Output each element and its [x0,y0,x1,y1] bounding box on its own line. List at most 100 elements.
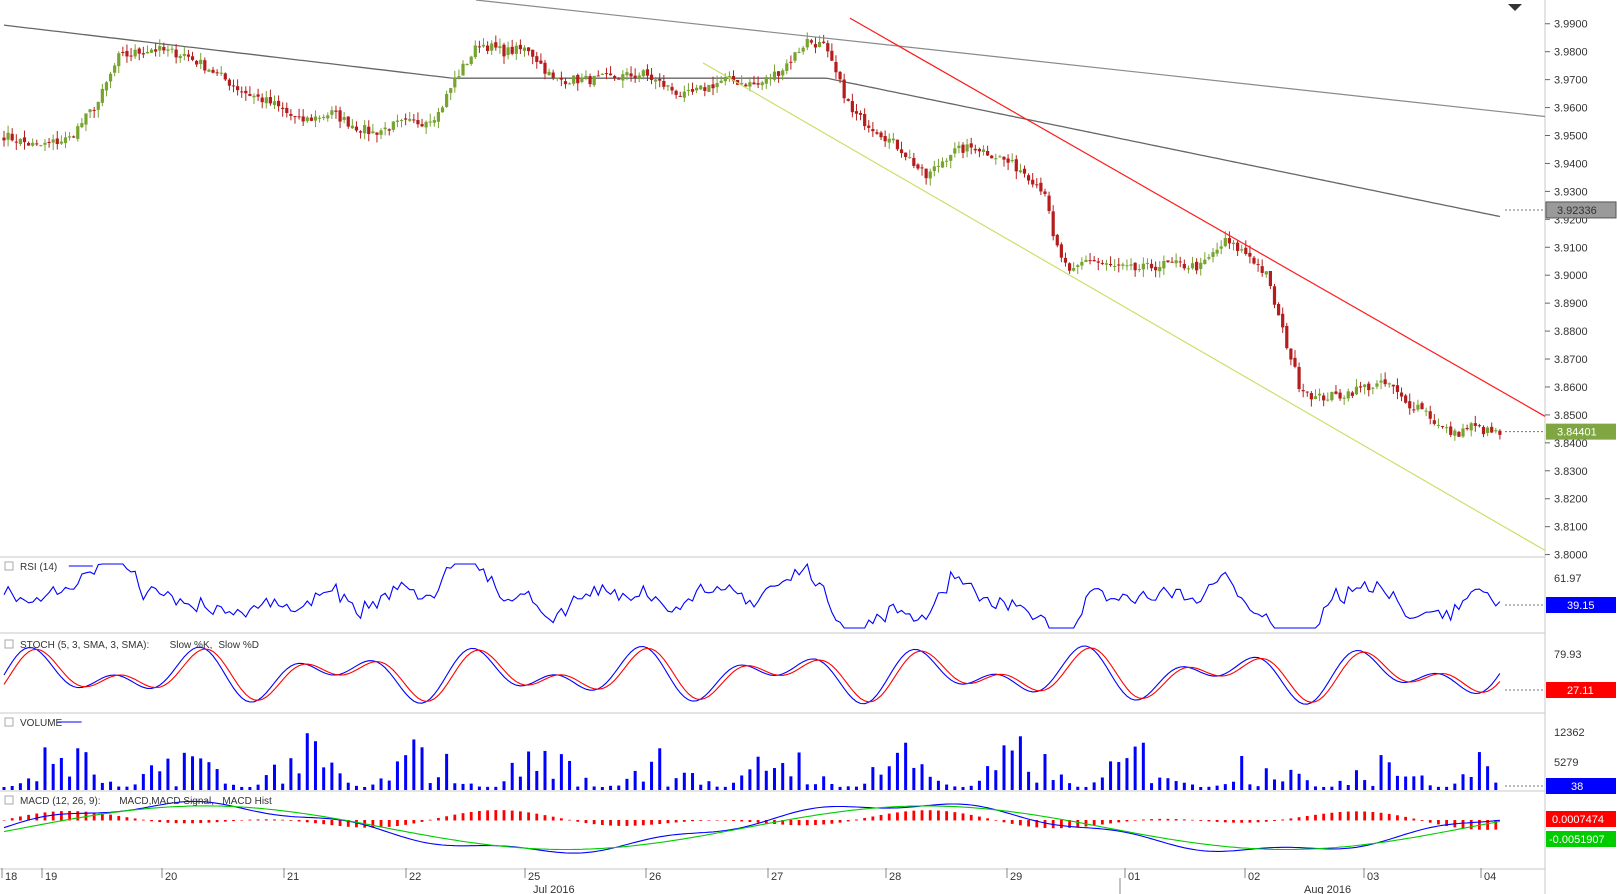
candle-body [912,157,916,166]
date-label: 19 [45,871,57,883]
candle-body [1481,426,1486,435]
macd-hist-bar [182,820,186,824]
volume-bar [1297,773,1301,790]
price-tick-label: 3.9000 [1554,270,1588,282]
candle-body [387,129,391,131]
candle-body [817,42,822,47]
candle-body [1113,265,1117,267]
candle-body [297,116,301,118]
volume-bar [625,778,629,790]
candle-body [1108,263,1113,266]
candle-body [1424,410,1428,412]
candle-body [945,160,949,162]
candle-body [727,75,732,77]
candle-body [346,116,350,127]
date-label: 21 [287,871,299,883]
candle-body [317,117,322,119]
macd-hist-bar [207,820,211,823]
volume-bar [264,775,268,790]
macd-hist-bar [1346,811,1350,821]
volume-bar [691,773,695,790]
candle-body [973,148,977,151]
macd-hist-bar [764,820,768,824]
volume-bar [977,780,981,790]
volume-bar [871,767,875,790]
candle-body [1096,261,1100,263]
candle-body [166,49,170,51]
candle-body [658,79,662,81]
macd-hist-bar [756,820,760,823]
volume-bar [1076,786,1080,790]
candle-body [608,73,613,76]
candle-body [674,90,678,95]
volume-bar [1404,776,1408,790]
price-tick-label: 3.9900 [1554,19,1588,31]
date-axis: 18 19 20 21 22 25 26 27 28 29 01 02 03 04 Jul 2016 Aug … [1,868,1496,894]
candle-body [666,85,670,87]
candle-body [1190,263,1195,269]
candle-body [158,46,162,51]
candle-body [801,47,805,52]
macd-hist-bar [27,814,30,821]
candle-body [920,167,924,169]
volume-bar [518,776,522,790]
volume-bar [854,786,858,790]
volume-bar [772,768,776,790]
candle-body [371,131,375,134]
candle-body [1305,391,1309,393]
candle-body [14,141,18,143]
price-tick-label: 3.8700 [1554,354,1588,366]
candle-body [854,111,859,114]
candle-body [1367,383,1371,391]
volume-bar [256,784,260,790]
candle-body [1236,242,1240,251]
candle-body [768,78,772,80]
candle-body [1067,263,1072,271]
candle-body [740,82,744,85]
candle-body [486,45,490,51]
macd-hist-bar [912,810,916,821]
volume-bar [436,777,440,790]
volume-bar [1305,780,1309,790]
candle-body [559,77,563,80]
macd-hist-bar [1379,812,1383,821]
panel-title: MACD Hist [222,796,272,807]
candle-body [842,79,846,99]
candle-body [154,49,158,52]
candle-body [592,75,596,86]
candle-body [1350,392,1354,396]
macd-hist-bar [904,811,908,821]
price-tick-label: 3.9500 [1554,131,1588,143]
macd-hist-bar [1387,813,1391,821]
candle-body [1293,357,1297,367]
candle-body [133,49,137,57]
volume-bar [633,770,637,790]
macd-signal-line [3,805,1500,851]
macd-hist-bar [1215,820,1219,822]
macd-hist-bar [1445,820,1449,826]
volume-bar [125,786,129,790]
macd-hist-bar [1461,820,1465,829]
volume-bar [527,751,531,790]
candle-body [662,81,666,87]
candle-body [703,87,707,91]
candle-body [1408,401,1412,409]
candle-body [248,93,252,96]
collapse-arrow-icon[interactable] [1508,4,1522,11]
volume-bar [1289,769,1293,790]
macd-hist-bar [133,818,137,821]
trend-lines [475,0,1546,551]
candle-body [637,75,641,79]
candle-body [588,75,592,85]
candle-body [1469,423,1473,431]
candle-body [1063,257,1068,263]
stoch-k-line [3,645,1501,705]
candle-body [383,127,387,130]
volume-bar [1436,786,1440,790]
macd-hist-bar [92,812,96,821]
volume-bar [68,776,72,790]
macd-hist-bar [576,820,580,822]
macd-hist-bar [1396,815,1399,821]
candle-body [613,76,617,79]
